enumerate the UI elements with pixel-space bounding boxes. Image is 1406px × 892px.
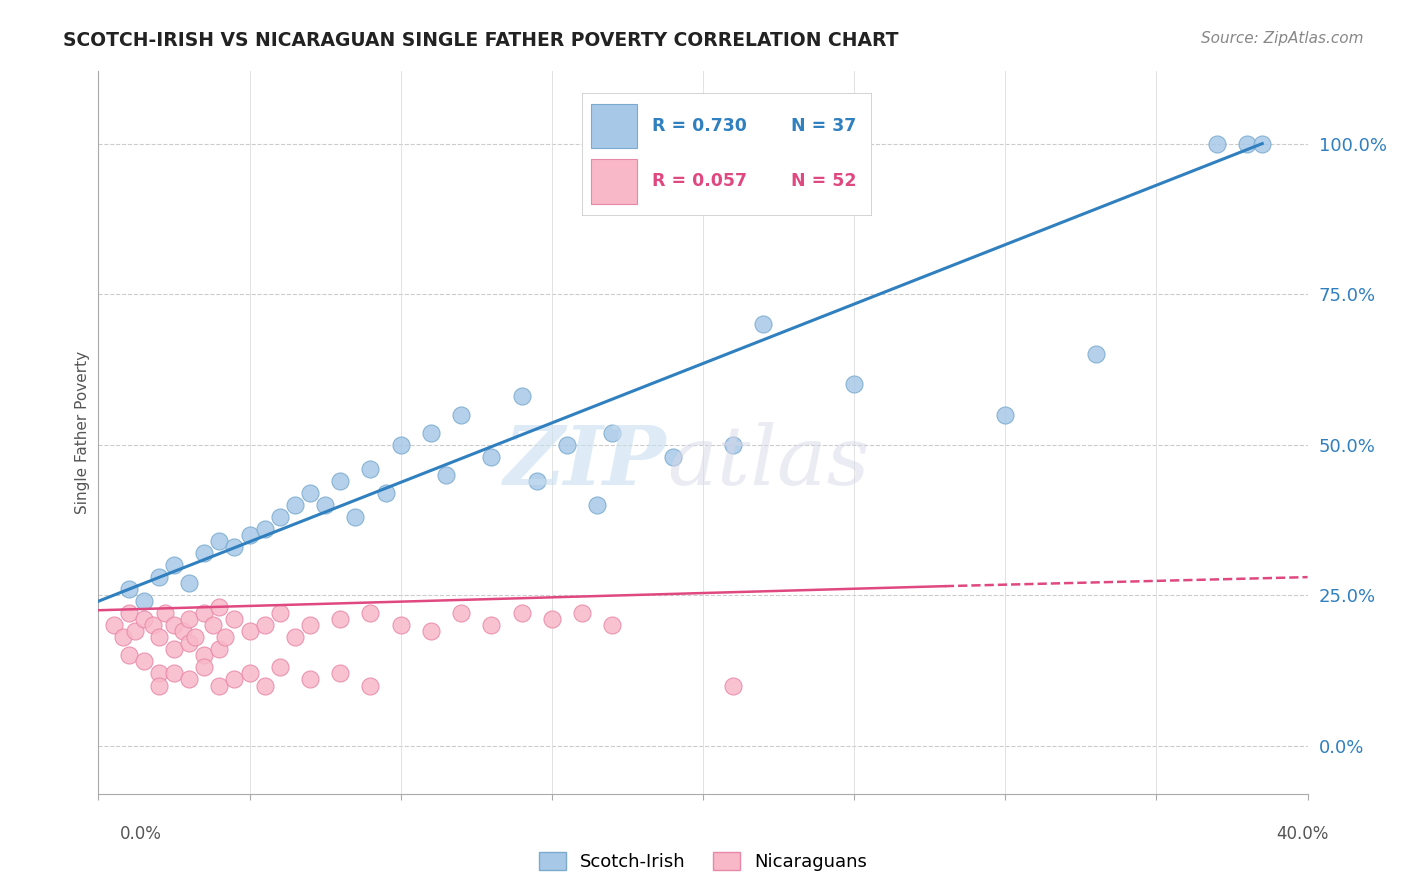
Point: [269, 607, 291, 621]
Point: [132, 612, 155, 626]
Y-axis label: Single Father Poverty: Single Father Poverty: [75, 351, 90, 514]
Point: [571, 607, 593, 621]
Point: [208, 533, 231, 548]
Point: [752, 318, 775, 332]
Point: [253, 522, 276, 536]
Point: [299, 485, 322, 500]
Point: [163, 558, 186, 573]
Point: [314, 498, 336, 512]
Point: [360, 678, 382, 692]
Point: [540, 612, 562, 626]
Point: [179, 673, 201, 687]
Point: [179, 576, 201, 591]
Point: [208, 600, 231, 615]
Point: [132, 594, 155, 608]
Point: [481, 618, 503, 632]
Point: [142, 618, 165, 632]
Text: SCOTCH-IRISH VS NICARAGUAN SINGLE FATHER POVERTY CORRELATION CHART: SCOTCH-IRISH VS NICARAGUAN SINGLE FATHER…: [63, 31, 898, 50]
Point: [450, 408, 472, 422]
Point: [148, 570, 170, 584]
Point: [202, 618, 225, 632]
Point: [329, 666, 352, 681]
Point: [208, 642, 231, 657]
Point: [389, 618, 412, 632]
Point: [224, 673, 246, 687]
Point: [586, 498, 609, 512]
Text: ZIP: ZIP: [505, 422, 666, 501]
Point: [420, 425, 443, 440]
Point: [723, 678, 745, 692]
Point: [510, 389, 533, 403]
Point: [111, 630, 134, 644]
Point: [239, 624, 262, 639]
Point: [450, 607, 472, 621]
Point: [132, 655, 155, 669]
Point: [510, 607, 533, 621]
Point: [555, 438, 578, 452]
Point: [193, 546, 215, 560]
Point: [148, 630, 170, 644]
Point: [179, 636, 201, 650]
Point: [239, 528, 262, 542]
Point: [103, 618, 125, 632]
Point: [239, 666, 262, 681]
Point: [284, 630, 307, 644]
Point: [172, 624, 194, 639]
Point: [602, 618, 624, 632]
Point: [148, 666, 170, 681]
Point: [1251, 136, 1274, 151]
Point: [994, 408, 1017, 422]
Point: [208, 678, 231, 692]
Legend: Scotch-Irish, Nicaraguans: Scotch-Irish, Nicaraguans: [531, 845, 875, 879]
Point: [193, 648, 215, 663]
Point: [118, 607, 141, 621]
Point: [269, 510, 291, 524]
Point: [163, 618, 186, 632]
Point: [118, 648, 141, 663]
Text: atlas: atlas: [666, 422, 869, 501]
Point: [224, 540, 246, 554]
Point: [526, 474, 548, 488]
Point: [124, 624, 146, 639]
Point: [299, 618, 322, 632]
Point: [1085, 347, 1108, 361]
Point: [420, 624, 443, 639]
Point: [214, 630, 236, 644]
Point: [253, 618, 276, 632]
Point: [723, 438, 745, 452]
Point: [481, 450, 503, 464]
Point: [269, 660, 291, 674]
Point: [374, 485, 396, 500]
Point: [344, 510, 367, 524]
Point: [1236, 136, 1258, 151]
Point: [434, 467, 457, 482]
Text: Source: ZipAtlas.com: Source: ZipAtlas.com: [1201, 31, 1364, 46]
Point: [184, 630, 207, 644]
Point: [661, 450, 683, 464]
Point: [329, 474, 352, 488]
Point: [193, 660, 215, 674]
Point: [153, 607, 176, 621]
Point: [253, 678, 276, 692]
Text: 40.0%: 40.0%: [1277, 825, 1329, 843]
Point: [389, 438, 412, 452]
Point: [163, 642, 186, 657]
Point: [148, 678, 170, 692]
Point: [179, 612, 201, 626]
Point: [299, 673, 322, 687]
Point: [1206, 136, 1229, 151]
Point: [284, 498, 307, 512]
Point: [224, 612, 246, 626]
Point: [602, 425, 624, 440]
Point: [193, 607, 215, 621]
Point: [329, 612, 352, 626]
Point: [163, 666, 186, 681]
Point: [360, 607, 382, 621]
Point: [360, 462, 382, 476]
Text: 0.0%: 0.0%: [120, 825, 162, 843]
Point: [844, 377, 866, 392]
Point: [118, 582, 141, 597]
